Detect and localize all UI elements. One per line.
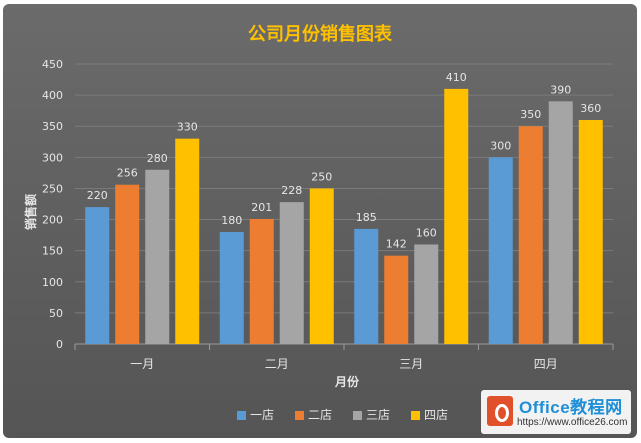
y-tick-label: 50 [49, 307, 63, 320]
chart-title: 公司月份销售图表 [248, 23, 393, 45]
bar [249, 218, 274, 344]
x-tick-label: 三月 [399, 357, 423, 371]
bar [444, 88, 469, 344]
data-label: 201 [251, 201, 272, 214]
bar [578, 120, 603, 344]
legend-label: 四店 [424, 408, 448, 422]
data-label: 390 [550, 83, 571, 96]
legend-swatch [411, 411, 420, 420]
x-tick-label: 四月 [534, 357, 558, 371]
x-axis-ticks: 一月 二月 三月 四月 [74, 344, 614, 371]
y-axis-title: 销售额 [23, 194, 38, 230]
office-logo-icon [487, 396, 513, 426]
legend-label: 三店 [366, 408, 390, 422]
y-tick-label: 300 [42, 151, 63, 164]
data-label: 185 [356, 211, 377, 224]
y-tick-label: 450 [42, 58, 63, 71]
y-tick-label: 100 [42, 276, 63, 289]
y-tick-label: 400 [42, 89, 63, 102]
data-label: 180 [221, 214, 242, 227]
data-label: 228 [281, 184, 302, 197]
bar [414, 244, 439, 344]
data-label: 410 [446, 71, 467, 84]
data-label: 360 [580, 102, 601, 115]
watermark-url: https://www.office26.com [517, 417, 628, 428]
y-tick-label: 150 [42, 245, 63, 258]
legend-swatch [237, 411, 246, 420]
data-label: 256 [117, 167, 138, 180]
bar [488, 157, 513, 344]
x-tick-label: 二月 [265, 357, 289, 371]
legend-swatch [295, 411, 304, 420]
y-tick-label: 250 [42, 182, 63, 195]
bar [309, 188, 334, 344]
y-tick-label: 0 [56, 338, 63, 351]
legend-label: 二店 [308, 408, 332, 422]
y-axis-ticks: 0 50 100 150 200 250 300 350 400 450 [42, 58, 63, 351]
bar [279, 202, 304, 344]
data-label: 160 [416, 226, 437, 239]
watermark-title: Office教程网 [519, 398, 623, 417]
bar [219, 232, 244, 344]
bar [354, 228, 379, 344]
data-label: 330 [177, 121, 198, 134]
data-label: 350 [520, 108, 541, 121]
chart-frame: 公司月份销售图表 0 50 100 150 200 250 300 350 400 450 220… [3, 4, 637, 438]
legend-swatch [353, 411, 362, 420]
data-label: 142 [386, 238, 407, 251]
x-tick-label: 一月 [130, 357, 154, 371]
watermark: Office教程网 https://www.office26.com [481, 390, 631, 434]
legend-label: 一店 [250, 408, 274, 422]
data-label: 280 [147, 152, 168, 165]
bar [175, 138, 200, 344]
bar [145, 169, 170, 344]
x-axis-title: 月份 [334, 374, 360, 389]
bar [115, 184, 140, 344]
data-label: 300 [490, 139, 511, 152]
bar-chart: 公司月份销售图表 0 50 100 150 200 250 300 350 400 450 220… [23, 23, 614, 422]
data-labels: 220 256 280 330 180 201 228 250 185 142 160 410 300 3… [87, 71, 602, 251]
bar [548, 101, 573, 344]
y-tick-label: 200 [42, 214, 63, 227]
bar [85, 207, 110, 344]
bars [85, 88, 603, 344]
data-label: 250 [311, 170, 332, 183]
bar [384, 255, 409, 344]
y-tick-label: 350 [42, 120, 63, 133]
bar [518, 126, 543, 344]
data-label: 220 [87, 189, 108, 202]
legend: 一店 二店 三店 四店 [237, 408, 448, 422]
